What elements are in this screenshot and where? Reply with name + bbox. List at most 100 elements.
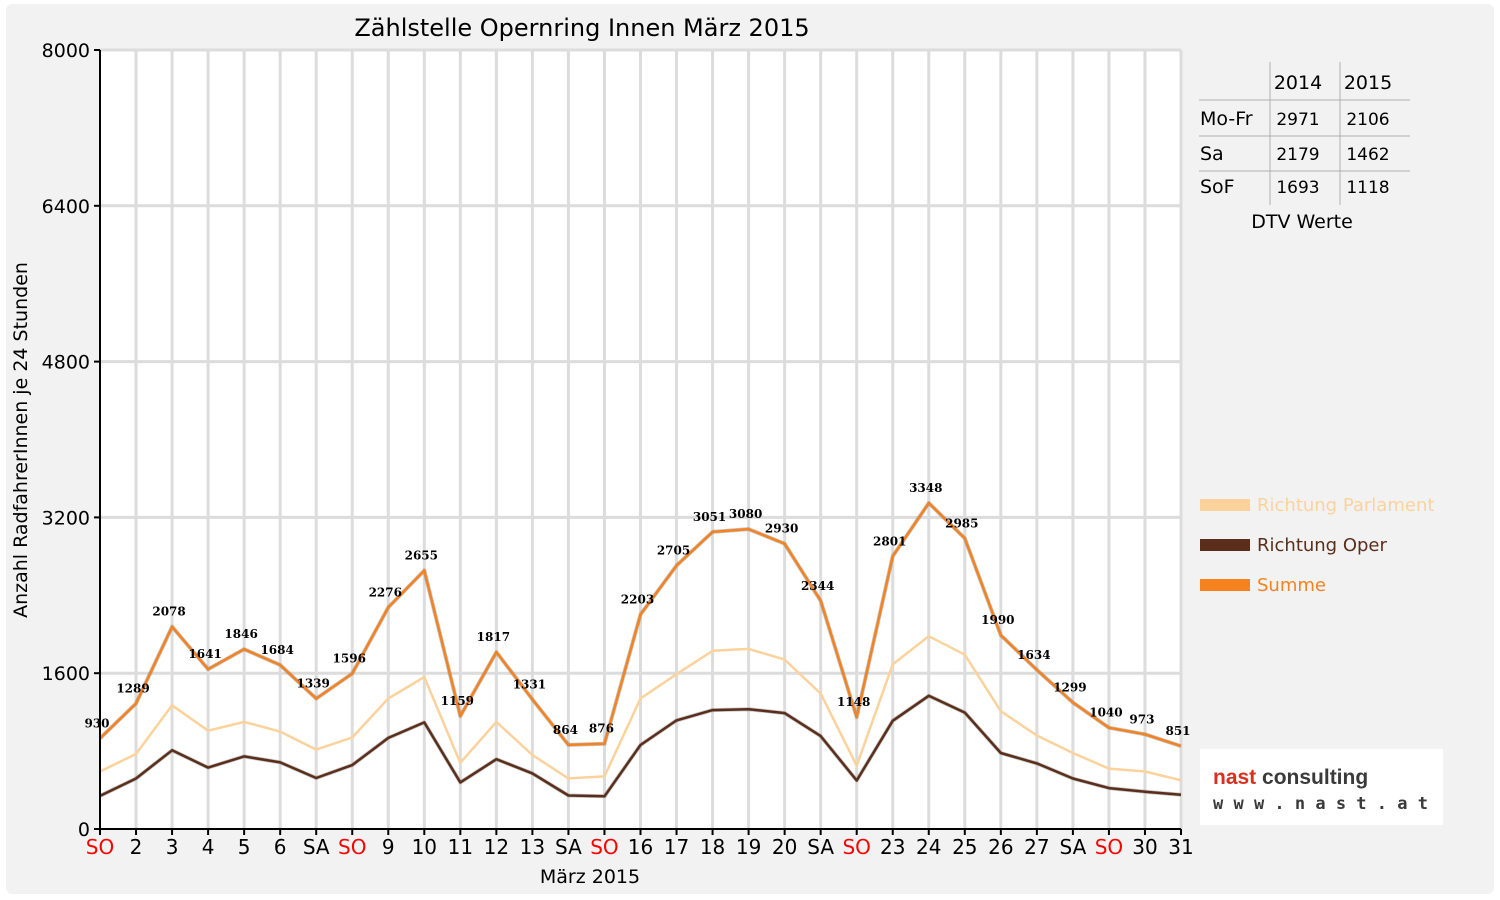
data-label: 1339 <box>296 677 329 691</box>
data-label: 1299 <box>1053 681 1086 695</box>
table-row-label: Mo-Fr <box>1200 108 1253 130</box>
logo-name: nast consulting <box>1213 766 1368 789</box>
x-tick-label: 16 <box>628 835 653 859</box>
y-axis-label: Anzahl RadfahrerInnen je 24 Stunden <box>10 262 32 618</box>
x-tick-label: SO <box>590 835 618 859</box>
series-lines <box>98 501 1182 799</box>
x-tick-label: 13 <box>520 835 545 859</box>
axes <box>94 49 1182 835</box>
logo-url: w w w . n a s t . a t <box>1213 794 1428 814</box>
data-label: 930 <box>84 716 109 730</box>
series-line <box>99 694 1182 798</box>
data-label: 1148 <box>837 695 870 709</box>
chart-title: Zählstelle Opernring Innen März 2015 <box>354 14 809 42</box>
x-tick-label: 4 <box>202 835 215 859</box>
series-line <box>99 501 1182 748</box>
x-tick-label: 27 <box>1024 835 1049 859</box>
data-label: 1634 <box>1017 648 1050 662</box>
x-tick-label: 31 <box>1168 835 1193 859</box>
table-row-label: SoF <box>1200 176 1235 198</box>
table-cell: 1693 <box>1276 178 1319 198</box>
data-label: 2344 <box>801 579 834 593</box>
data-label: 2203 <box>621 592 654 606</box>
x-tick-label: 11 <box>448 835 473 859</box>
x-tick-label: SA <box>555 835 582 859</box>
x-tick-label: 17 <box>664 835 689 859</box>
x-tick-label: SO <box>1095 835 1123 859</box>
x-tick-label: SO <box>338 835 366 859</box>
table-cell: 1462 <box>1346 145 1389 165</box>
x-tick-label: SA <box>303 835 330 859</box>
data-label: 2655 <box>405 548 438 562</box>
table-cell: 2106 <box>1346 110 1389 130</box>
x-tick-label: 5 <box>238 835 251 859</box>
data-label: 876 <box>589 722 614 736</box>
data-label: 1331 <box>513 677 546 691</box>
table-cell: 1118 <box>1346 178 1389 198</box>
data-label: 1040 <box>1089 706 1122 720</box>
table-header-2015: 2015 <box>1344 72 1392 94</box>
x-tick-label: 18 <box>700 835 725 859</box>
x-tick-label: SA <box>1060 835 1087 859</box>
dtv-table: 2014 2015 Mo-Fr 2971 2106 Sa 2179 1462 S… <box>1199 62 1410 233</box>
data-label: 864 <box>553 723 578 737</box>
data-label: 1596 <box>333 652 366 666</box>
series-line <box>99 634 1182 782</box>
x-tick-label: 2 <box>130 835 143 859</box>
x-tick-label: 9 <box>382 835 395 859</box>
table-caption: DTV Werte <box>1251 211 1353 233</box>
data-label: 1289 <box>116 681 149 695</box>
x-tick-label: SO <box>86 835 114 859</box>
data-label: 3051 <box>693 510 726 524</box>
legend-label: Richtung Parlament <box>1257 495 1434 516</box>
y-tick-label: 0 <box>78 819 90 841</box>
legend-label: Summe <box>1257 575 1326 596</box>
y-tick-label: 8000 <box>42 40 90 62</box>
data-label: 851 <box>1165 724 1190 738</box>
x-tick-label: 26 <box>988 835 1013 859</box>
data-label: 1159 <box>441 694 474 708</box>
x-tick-label: 3 <box>166 835 179 859</box>
table-row-label: Sa <box>1200 143 1224 165</box>
data-label: 1641 <box>188 647 221 661</box>
legend-swatch <box>1200 539 1250 551</box>
table-cell: 2179 <box>1276 145 1319 165</box>
x-tick-label: SA <box>807 835 834 859</box>
table-header-2014: 2014 <box>1274 72 1322 94</box>
data-label: 2801 <box>873 534 906 548</box>
x-tick-label: 23 <box>880 835 905 859</box>
data-label: 1817 <box>477 630 510 644</box>
logo-box <box>1200 749 1443 825</box>
x-tick-label: 19 <box>736 835 761 859</box>
x-axis-label: März 2015 <box>540 866 640 888</box>
data-label: 3348 <box>909 481 942 495</box>
data-label: 1846 <box>224 627 257 641</box>
data-label: 2705 <box>657 544 690 558</box>
data-label: 2985 <box>945 516 978 530</box>
y-tick-label: 4800 <box>42 352 90 374</box>
x-tick-label: 10 <box>412 835 437 859</box>
x-tick-label: 25 <box>952 835 977 859</box>
x-tick-label: 24 <box>916 835 941 859</box>
legend: Richtung Parlament Richtung Oper Summe <box>1200 495 1434 596</box>
logo: nast consulting w w w . n a s t . a t <box>1200 749 1443 825</box>
legend-swatch <box>1200 499 1250 511</box>
table-cell: 2971 <box>1276 110 1319 130</box>
data-label: 1684 <box>260 643 293 657</box>
data-label: 2930 <box>765 522 798 536</box>
data-label: 2276 <box>369 585 402 599</box>
x-tick-label: 12 <box>484 835 509 859</box>
x-tick-label: SO <box>842 835 870 859</box>
y-tick-label: 1600 <box>42 663 90 685</box>
data-label: 2078 <box>152 605 185 619</box>
y-tick-label: 3200 <box>42 507 90 529</box>
data-label: 1990 <box>981 613 1014 627</box>
legend-label: Richtung Oper <box>1257 535 1388 556</box>
data-label: 973 <box>1129 712 1154 726</box>
x-tick-label: 30 <box>1132 835 1157 859</box>
data-label: 3080 <box>729 507 762 521</box>
x-tick-label: 20 <box>772 835 797 859</box>
